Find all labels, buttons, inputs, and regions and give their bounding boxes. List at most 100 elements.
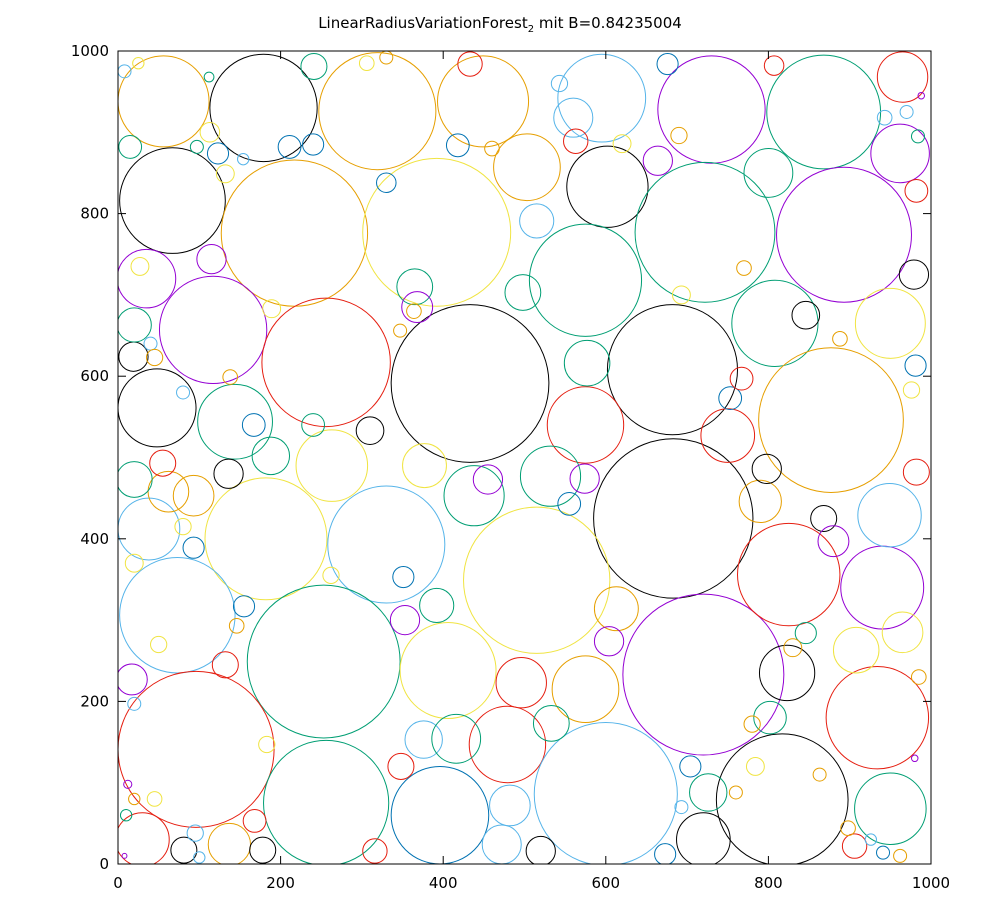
circle-135: [783, 638, 803, 658]
circle-27: [546, 386, 625, 464]
circle-122: [729, 366, 754, 391]
circle-96: [753, 700, 787, 735]
circle-121: [751, 453, 782, 485]
circle-129: [118, 135, 143, 159]
circle-75: [172, 474, 215, 517]
x-tick-label-600: 600: [591, 874, 620, 892]
circle-162: [302, 133, 325, 156]
circle-60: [700, 408, 756, 463]
circle-87: [593, 586, 639, 632]
circle-153: [679, 755, 702, 778]
circle-9: [220, 159, 369, 307]
circle-149: [728, 785, 743, 800]
circle-167: [222, 369, 239, 385]
circle-115: [242, 809, 267, 833]
circle-112: [525, 835, 556, 864]
circle-181: [203, 71, 215, 83]
circle-156: [876, 845, 891, 860]
circle-168: [393, 323, 408, 338]
circle-91: [504, 274, 542, 311]
circle-29: [204, 477, 328, 601]
circle-95: [904, 354, 927, 377]
circle-39: [857, 483, 922, 548]
circle-53: [551, 655, 620, 724]
circle-118: [881, 611, 924, 654]
circle-50: [295, 429, 369, 502]
circle-158: [612, 134, 632, 154]
circle-159: [550, 74, 569, 93]
y-tick-label-0: 0: [99, 855, 109, 873]
circle-70: [402, 443, 447, 489]
circle-58: [519, 203, 555, 239]
circle-138: [670, 126, 688, 145]
circle-28: [593, 438, 754, 599]
circle-147: [146, 791, 163, 807]
circle-52: [563, 339, 611, 387]
circle-105: [206, 142, 230, 165]
circle-63: [118, 812, 170, 864]
circle-182: [917, 91, 925, 100]
axis-ticks: 0 200 400 600 800 1000 0 200 400 600 800 1000: [71, 42, 950, 892]
circle-184: [121, 852, 128, 859]
circle-186: [812, 767, 827, 782]
circle-172: [237, 152, 250, 166]
circle-19: [158, 275, 268, 385]
circle-54: [495, 656, 547, 709]
circle-49: [443, 465, 505, 527]
circle-89: [569, 463, 600, 494]
circle-106: [149, 449, 177, 477]
circle-111: [431, 713, 482, 764]
circle-154: [743, 715, 761, 733]
circle-73: [147, 470, 190, 513]
circle-170: [262, 299, 282, 319]
y-tick-label-1000: 1000: [71, 42, 109, 60]
circle-68: [532, 704, 570, 742]
circle-185: [864, 833, 878, 846]
circle-128: [300, 52, 328, 80]
circle-160: [379, 51, 394, 65]
circle-65: [481, 824, 522, 864]
plot-frame: [117, 50, 932, 865]
circle-143: [150, 635, 168, 654]
circle-51: [396, 268, 434, 306]
circle-7: [876, 51, 929, 103]
x-tick-label-1000: 1000: [912, 874, 950, 892]
circle-178: [119, 809, 133, 822]
y-tick-label-400: 400: [80, 530, 109, 548]
circle-179: [118, 64, 132, 79]
circle-45: [715, 733, 849, 864]
circle-47: [854, 772, 927, 845]
chart-title: LinearRadiusVariationForest2 mit B=0.842…: [0, 14, 1000, 35]
circle-37: [737, 522, 841, 627]
circle-136: [832, 330, 848, 347]
circle-148: [910, 669, 927, 685]
circle-30: [327, 485, 446, 604]
x-tick-label-0: 0: [113, 874, 123, 892]
circle-32: [119, 556, 236, 674]
circle-59: [738, 479, 782, 524]
circle-126: [904, 178, 929, 203]
circle-80: [392, 565, 415, 589]
circle-8: [119, 147, 226, 254]
circle-21: [390, 304, 550, 463]
circle-55: [758, 644, 816, 702]
circle-76: [196, 243, 227, 275]
y-tick-label-200: 200: [80, 692, 109, 710]
circle-14: [870, 123, 930, 184]
circle-18: [854, 287, 926, 359]
circle-31: [463, 506, 611, 654]
circle-102: [211, 651, 239, 679]
x-tick-label-200: 200: [266, 874, 295, 892]
circle-116: [654, 843, 677, 864]
circle-150: [674, 800, 689, 815]
circle-139: [910, 129, 925, 144]
circle-113: [170, 836, 198, 864]
circle-107: [277, 135, 302, 159]
circle-77: [241, 413, 266, 437]
circle-99: [118, 341, 149, 372]
circle-92: [642, 145, 673, 176]
circle-66: [489, 784, 531, 827]
title-rest: mit B=0.84235004: [534, 14, 682, 32]
circle-34: [246, 584, 401, 739]
